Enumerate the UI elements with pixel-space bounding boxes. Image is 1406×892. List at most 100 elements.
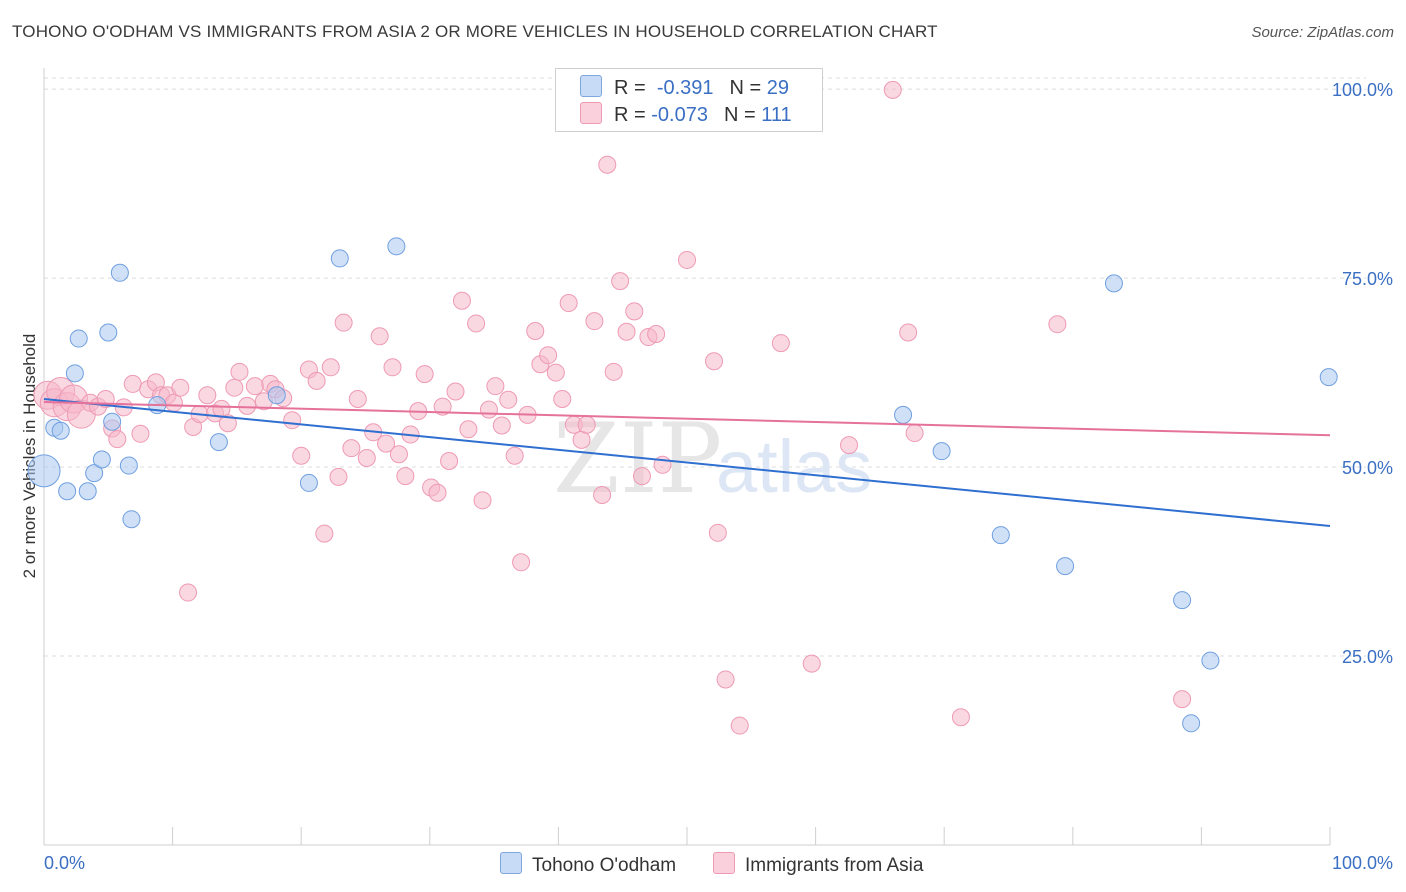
point-asia-86	[625, 302, 644, 321]
point-asia-91	[678, 250, 696, 269]
point-tohono-21	[932, 442, 951, 461]
point-tohono-25	[1173, 591, 1192, 610]
point-tohono-18	[330, 249, 349, 268]
point-asia-87	[632, 467, 651, 486]
point-asia-50	[389, 445, 408, 464]
point-tohono-9	[99, 323, 118, 342]
point-tohono-5	[69, 329, 88, 348]
y-tick-label-1: 50.0%	[1342, 458, 1393, 478]
point-tohono-0	[27, 454, 61, 488]
legend-swatch-asia	[580, 102, 602, 124]
legend-swatch-tohono	[580, 75, 602, 97]
point-asia-83	[604, 362, 623, 381]
point-asia-68	[505, 446, 524, 465]
point-asia-63	[473, 491, 492, 510]
point-asia-94	[716, 670, 735, 689]
point-asia-101	[899, 323, 918, 342]
point-asia-96	[730, 716, 749, 735]
point-tohono-13	[122, 510, 141, 529]
point-asia-97	[771, 334, 790, 353]
legend-n-value-tohono: 29	[766, 77, 790, 99]
point-asia-80	[585, 312, 604, 331]
point-tohono-7	[85, 464, 104, 483]
legend-r-value-tohono: -0.391	[656, 77, 714, 99]
point-asia-59	[446, 382, 465, 401]
point-asia-104	[1048, 315, 1067, 334]
bottom-legend-label-asia: Immigrants from Asia	[745, 855, 924, 876]
point-tohono-22	[991, 526, 1010, 545]
point-asia-57	[433, 397, 452, 416]
x-tick-label-0: 0.0%	[44, 853, 85, 873]
point-tohono-16	[267, 386, 286, 405]
point-asia-42	[334, 313, 353, 332]
y-tick-label-2: 75.0%	[1342, 269, 1393, 289]
point-asia-39	[315, 524, 334, 543]
point-asia-64	[479, 400, 498, 419]
point-asia-13	[131, 424, 150, 443]
point-asia-49	[383, 358, 402, 377]
point-asia-66	[492, 416, 511, 435]
legend-r-label: R =	[614, 104, 646, 126]
point-asia-73	[539, 346, 558, 365]
point-asia-27	[225, 378, 244, 397]
trend-line-asia	[43, 401, 1331, 437]
point-tohono-12	[119, 456, 138, 475]
point-asia-71	[526, 322, 545, 340]
bottom-legend-label-tohono: Tohono O'odham	[532, 855, 677, 876]
point-asia-40	[321, 358, 340, 377]
point-asia-47	[370, 327, 389, 346]
point-tohono-6	[78, 482, 97, 501]
point-asia-51	[396, 467, 415, 486]
point-asia-78	[572, 430, 591, 449]
point-asia-62	[467, 314, 486, 333]
trend-lines	[43, 398, 1331, 528]
point-asia-38	[307, 371, 326, 390]
tick-labels: 25.0% 50.0% 75.0% 100.0% 0.0% 100.0%	[44, 80, 1393, 873]
point-tohono-4	[65, 364, 84, 383]
point-asia-26	[218, 414, 237, 433]
legend-r-value-asia: -0.073	[651, 104, 708, 126]
chart-title: TOHONO O'ODHAM VS IMMIGRANTS FROM ASIA 2…	[12, 22, 938, 41]
point-tohono-3	[58, 482, 77, 501]
point-asia-103	[951, 708, 970, 727]
bottom-legend-swatch-tohono	[500, 852, 522, 874]
bottom-legend-tohono: Tohono O'odham	[500, 852, 676, 877]
point-tohono-8	[92, 450, 111, 469]
point-asia-19	[171, 378, 190, 397]
legend-row-tohono: R = -0.391 N = 29	[580, 75, 789, 100]
legend-n-label: N =	[723, 104, 756, 126]
point-asia-54	[415, 365, 434, 384]
point-asia-93	[708, 523, 727, 542]
point-asia-58	[440, 452, 459, 471]
point-asia-76	[559, 294, 578, 313]
point-asia-98	[802, 654, 821, 673]
point-tohono-23	[1056, 557, 1075, 576]
y-tick-label-0: 25.0%	[1342, 647, 1393, 667]
point-asia-89	[647, 325, 666, 344]
data-points	[27, 80, 1338, 735]
point-asia-41	[329, 467, 348, 486]
source-label: Source: ZipAtlas.com	[1251, 24, 1394, 41]
point-asia-75	[553, 390, 572, 409]
point-asia-44	[348, 390, 367, 409]
point-asia-10	[108, 430, 127, 449]
point-asia-48	[377, 434, 396, 453]
legend-n-value-asia: 111	[761, 104, 792, 126]
legend-row-asia: R = -0.073 N = 111	[580, 102, 792, 127]
point-asia-43	[342, 439, 361, 458]
point-tohono-10	[103, 412, 122, 431]
point-tohono-20	[894, 405, 913, 424]
point-tohono-24	[1104, 274, 1123, 293]
point-asia-69	[512, 553, 531, 572]
point-asia-35	[283, 411, 302, 430]
point-asia-92	[705, 352, 724, 371]
point-asia-29	[238, 396, 257, 415]
point-asia-23	[198, 386, 217, 405]
legend-n-label: N =	[729, 77, 762, 99]
point-asia-45	[357, 448, 376, 467]
point-asia-100	[883, 80, 902, 99]
point-asia-30	[245, 377, 264, 396]
point-tohono-28	[1319, 368, 1338, 387]
point-tohono-17	[299, 473, 318, 492]
